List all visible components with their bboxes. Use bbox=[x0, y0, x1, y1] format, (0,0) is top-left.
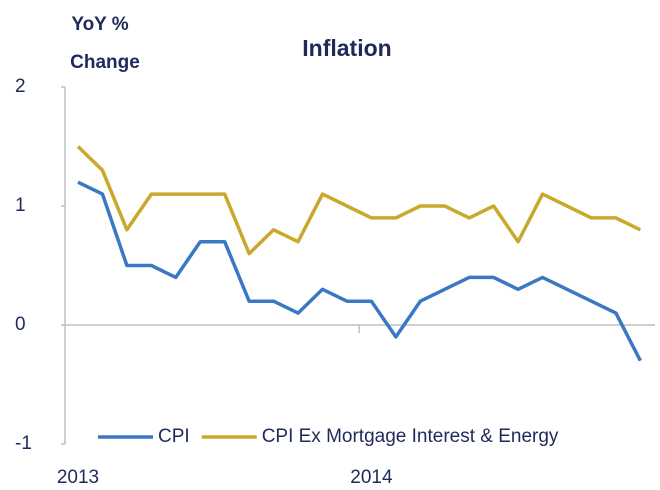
chart-title: Inflation bbox=[302, 35, 391, 61]
y-axis-label: YoY % bbox=[71, 14, 128, 35]
legend-label: CPI Ex Mortgage Interest & Energy bbox=[262, 426, 559, 447]
x-tick-label: 2014 bbox=[350, 467, 393, 488]
series-line bbox=[77, 180, 642, 362]
y-tick-label: -1 bbox=[15, 433, 32, 454]
y-tick-label: 1 bbox=[15, 195, 26, 216]
legend-label: CPI bbox=[158, 426, 190, 447]
y-tick-label: 0 bbox=[15, 314, 26, 335]
y-axis-label: Change bbox=[70, 52, 140, 73]
series-line bbox=[76, 145, 642, 256]
y-tick-label: 2 bbox=[15, 76, 26, 97]
x-tick-label: 2013 bbox=[57, 467, 99, 488]
